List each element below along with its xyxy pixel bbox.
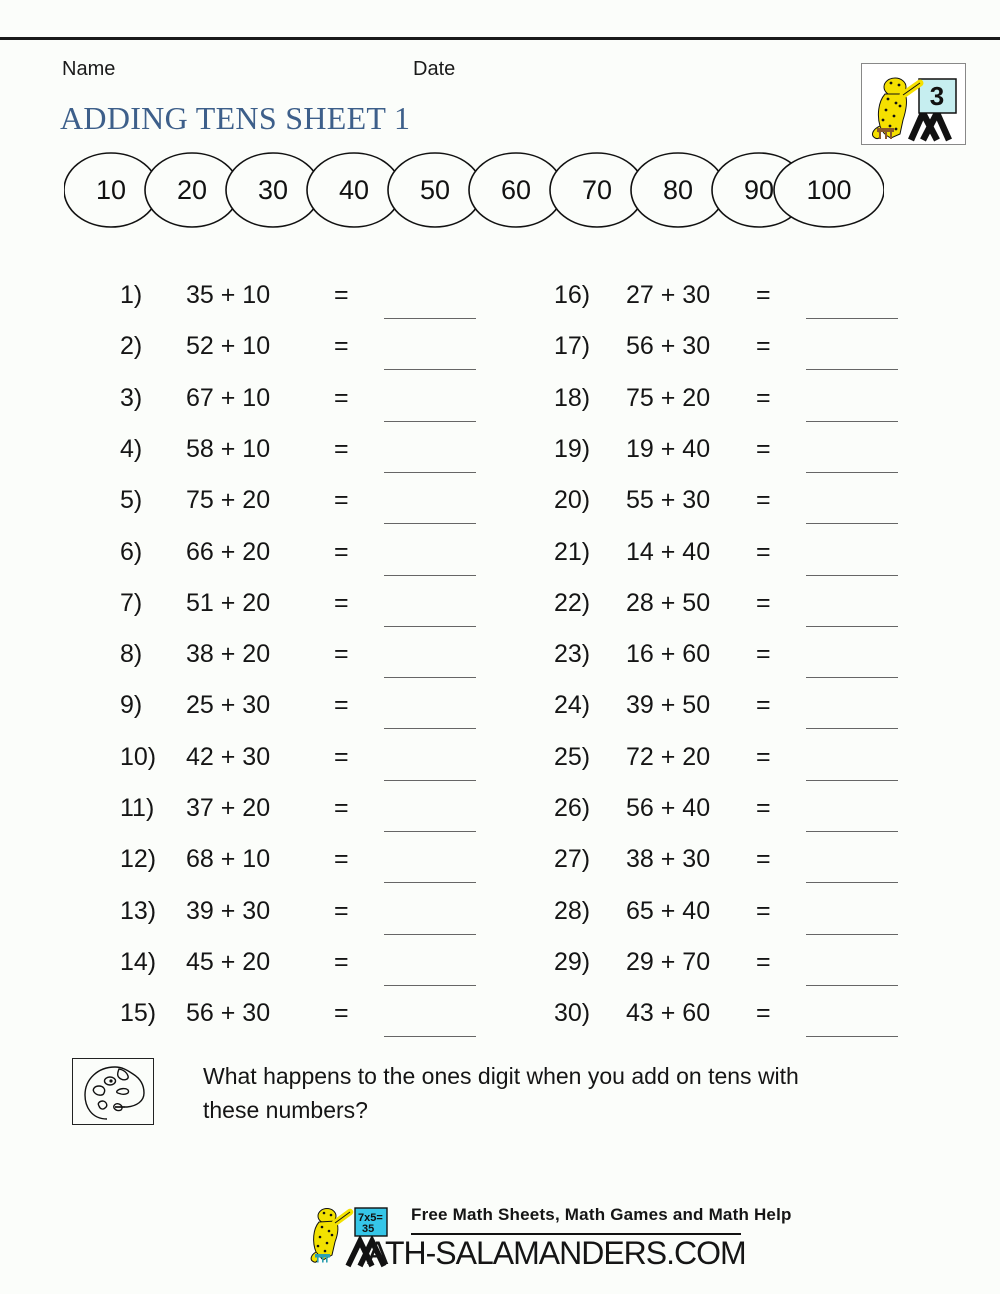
svg-text:40: 40	[339, 175, 369, 205]
svg-text:10: 10	[96, 175, 126, 205]
svg-text:3: 3	[930, 81, 944, 111]
svg-text:50: 50	[420, 175, 450, 205]
svg-text:80: 80	[663, 175, 693, 205]
svg-text:60: 60	[501, 175, 531, 205]
svg-text:30: 30	[258, 175, 288, 205]
svg-text:100: 100	[806, 175, 851, 205]
svg-text:90: 90	[744, 175, 774, 205]
svg-text:70: 70	[582, 175, 612, 205]
svg-text:35: 35	[362, 1223, 374, 1235]
svg-text:20: 20	[177, 175, 207, 205]
